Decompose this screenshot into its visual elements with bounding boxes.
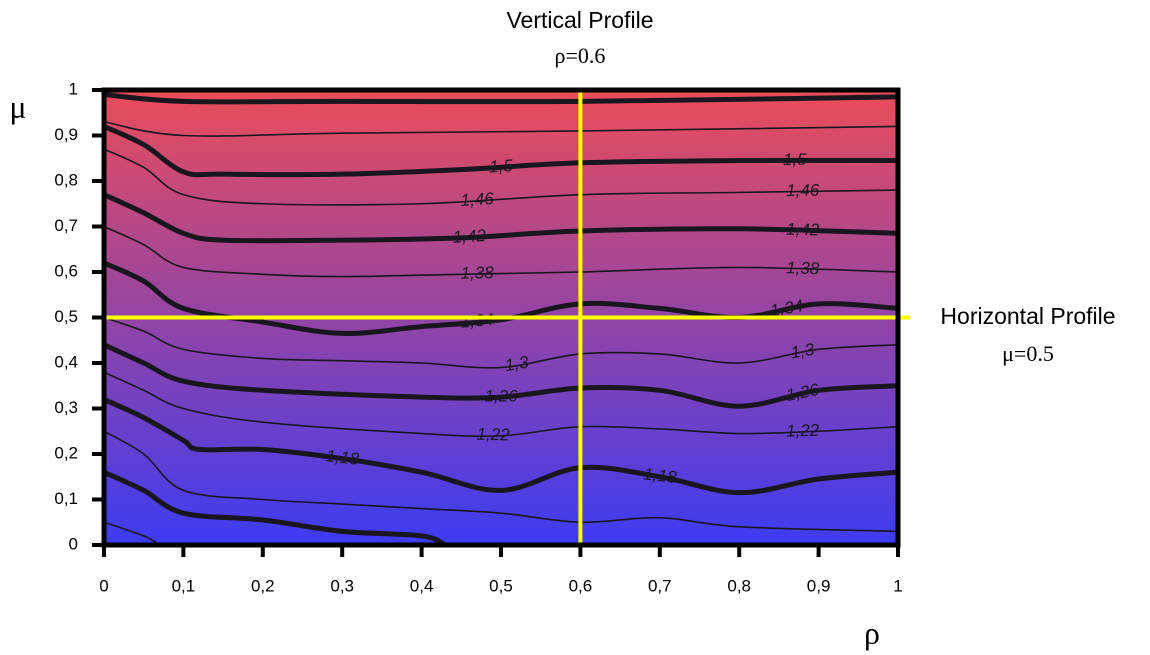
contour-label: 1,42 xyxy=(452,226,487,247)
contour-label: 1,38 xyxy=(786,258,820,278)
contour-line xyxy=(103,430,899,533)
contour-label: 1,26 xyxy=(484,387,518,406)
contour-line xyxy=(101,396,901,496)
y-tick-label: 0,1 xyxy=(54,489,78,508)
contour-label: 1,46 xyxy=(460,189,495,210)
x-tick-label: 0,8 xyxy=(727,576,751,595)
contour-line xyxy=(103,148,899,206)
x-tick-label: 0,5 xyxy=(489,576,513,595)
y-tick-label: 0,5 xyxy=(54,307,78,326)
contour-label: 1,42 xyxy=(786,220,820,240)
contour-line xyxy=(103,225,899,278)
contour-line xyxy=(101,469,448,548)
y-tick-label: 0,4 xyxy=(54,352,78,371)
x-tick-label: 0,6 xyxy=(569,576,593,595)
y-tick-label: 0,8 xyxy=(54,170,78,189)
contour-line xyxy=(101,342,901,409)
contour-label: 1,3 xyxy=(789,340,816,363)
x-tick-label: 0 xyxy=(99,576,108,595)
contour-label: 1,38 xyxy=(460,263,494,283)
contour-line xyxy=(101,123,901,178)
x-tick-label: 0,7 xyxy=(648,576,672,595)
x-axis-label: ρ xyxy=(864,614,880,650)
y-tick-label: 0 xyxy=(69,534,78,553)
profile-title: Horizontal Profile xyxy=(940,303,1115,329)
contour-label: 1,18 xyxy=(325,446,361,469)
contour-line xyxy=(103,316,899,369)
x-tick-label: 0,3 xyxy=(330,576,354,595)
contour-line xyxy=(103,121,899,137)
y-tick-label: 1 xyxy=(69,79,78,98)
contour-line xyxy=(101,192,901,244)
contour-line xyxy=(101,92,901,105)
x-tick-label: 1 xyxy=(893,576,902,595)
contour-label: 1,5 xyxy=(489,156,514,176)
contour-label: 1,22 xyxy=(476,425,510,445)
y-axis-label: μ xyxy=(9,88,26,124)
contour-label: 1,34 xyxy=(460,310,495,332)
x-tick-label: 0,2 xyxy=(251,576,275,595)
profile-label: μ=0.5 xyxy=(1002,341,1054,366)
contour-label: 1,3 xyxy=(503,352,530,375)
contour-line xyxy=(103,371,899,438)
x-tick-label: 0,4 xyxy=(410,576,434,595)
contour-label: 1,46 xyxy=(786,181,820,200)
y-tick-label: 0,3 xyxy=(54,398,78,417)
y-tick-label: 0,6 xyxy=(54,261,78,280)
contour-label: 1,18 xyxy=(642,464,678,487)
y-tick-label: 0,2 xyxy=(54,443,78,462)
profile-title: Vertical Profile xyxy=(506,7,653,33)
contour-label: 1,22 xyxy=(786,421,820,441)
y-tick-label: 0,7 xyxy=(54,216,78,235)
y-tick-label: 0,9 xyxy=(54,125,78,144)
profile-label: ρ=0.6 xyxy=(555,43,606,68)
x-tick-label: 0,1 xyxy=(172,576,196,595)
contour-label: 1,5 xyxy=(783,150,807,169)
x-tick-label: 0,9 xyxy=(807,576,831,595)
